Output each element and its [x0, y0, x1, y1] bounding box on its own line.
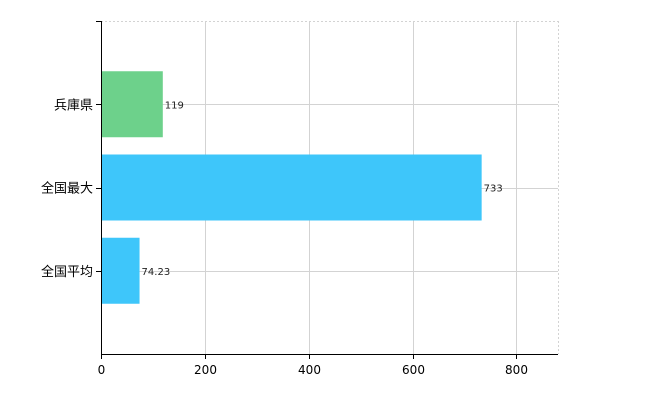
labels: 119 兵庫県 733 全国最大 74.23 全国平均 0 200 400 600 800: [41, 98, 528, 377]
x-tick-label-2: 400: [298, 363, 321, 377]
x-tick-label-0: 0: [98, 363, 106, 377]
x-tick-label-1: 200: [194, 363, 217, 377]
bars: [102, 71, 482, 304]
bar-0: [102, 71, 163, 138]
data-label-0: 119: [165, 100, 184, 111]
bar-2: [102, 237, 140, 304]
category-label-0: 兵庫県: [54, 98, 93, 113]
axes: [96, 21, 558, 359]
data-label-1: 733: [484, 184, 503, 195]
category-label-1: 全国最大: [41, 181, 93, 197]
x-tick-label-4: 800: [505, 363, 528, 377]
category-label-2: 全国平均: [41, 264, 93, 280]
bar-1: [102, 154, 482, 221]
x-tick-label-3: 600: [402, 363, 425, 377]
data-label-2: 74.23: [142, 267, 171, 278]
